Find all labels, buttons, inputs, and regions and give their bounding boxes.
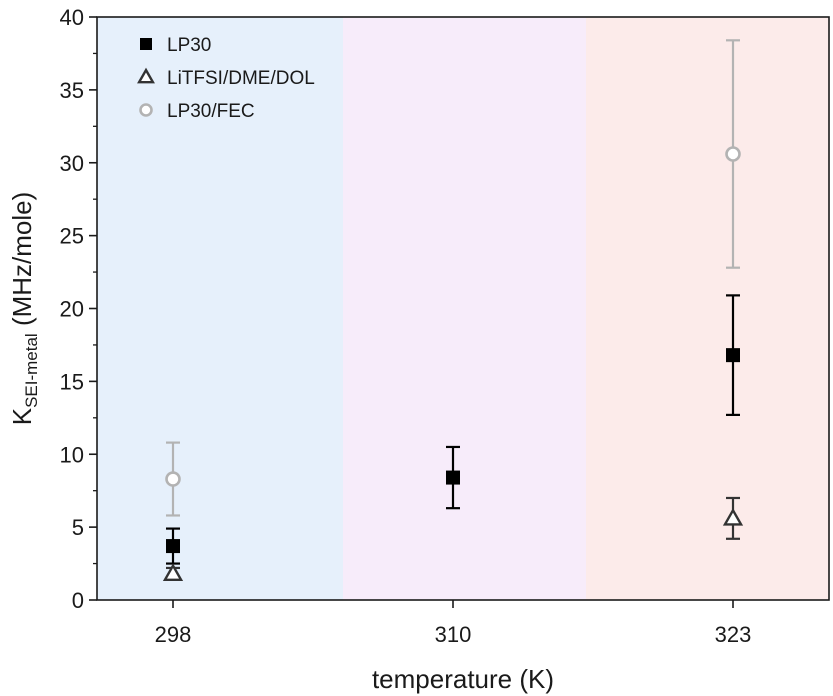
legend-label-litfsi-dme-dol: LiTFSI/DME/DOL: [167, 68, 315, 89]
x-axis-title: temperature (K): [372, 664, 554, 694]
y-axis-ticks: 0 5 10 15 20 25 30 35 40: [60, 5, 97, 613]
y-tick-label-20: 20: [60, 297, 84, 322]
x-tick-label-298: 298: [155, 622, 192, 647]
background-band-323: [586, 17, 829, 600]
point-lp30-fec-323: [725, 146, 741, 162]
y-axis-title-main: K: [7, 407, 37, 425]
background-band-298: [97, 17, 343, 600]
x-axis-ticks: 298 310 323: [155, 600, 752, 647]
point-litfsi-dme-dol-298: [162, 563, 184, 582]
y-axis-title: KSEI-metal (MHz/mole): [7, 192, 41, 426]
background-band-310: [343, 17, 586, 600]
legend: LP30 LiTFSI/DME/DOL LP30/FEC: [137, 35, 315, 122]
y-tick-label-5: 5: [72, 515, 84, 540]
point-lp30-323: [726, 348, 740, 363]
y-tick-label-35: 35: [60, 78, 84, 103]
y-tick-label-30: 30: [60, 151, 84, 176]
plot-frame: [96, 16, 830, 601]
point-lp30-298: [166, 539, 180, 554]
legend-marker-lp30: [140, 38, 152, 50]
point-lp30-fec-298: [165, 471, 181, 487]
legend-marker-litfsi-dme-dol: [137, 67, 155, 84]
y-axis-title-unit: (MHz/mole): [7, 192, 37, 334]
y-tick-label-0: 0: [72, 588, 84, 613]
data-marks: [162, 39, 744, 582]
x-tick-label-323: 323: [715, 622, 752, 647]
x-tick-label-310: 310: [435, 622, 472, 647]
y-tick-label-40: 40: [60, 5, 84, 30]
y-axis-title-subscript: SEI-metal: [22, 333, 41, 408]
y-tick-label-15: 15: [60, 369, 84, 394]
point-litfsi-dme-dol-323: [722, 507, 744, 526]
legend-label-lp30: LP30: [167, 35, 211, 56]
point-lp30-310: [446, 470, 460, 485]
legend-label-lp30-fec: LP30/FEC: [167, 101, 255, 122]
background-bands: [97, 17, 829, 600]
legend-marker-lp30-fec: [139, 103, 153, 117]
y-tick-label-25: 25: [60, 224, 84, 249]
y-tick-label-10: 10: [60, 442, 84, 467]
